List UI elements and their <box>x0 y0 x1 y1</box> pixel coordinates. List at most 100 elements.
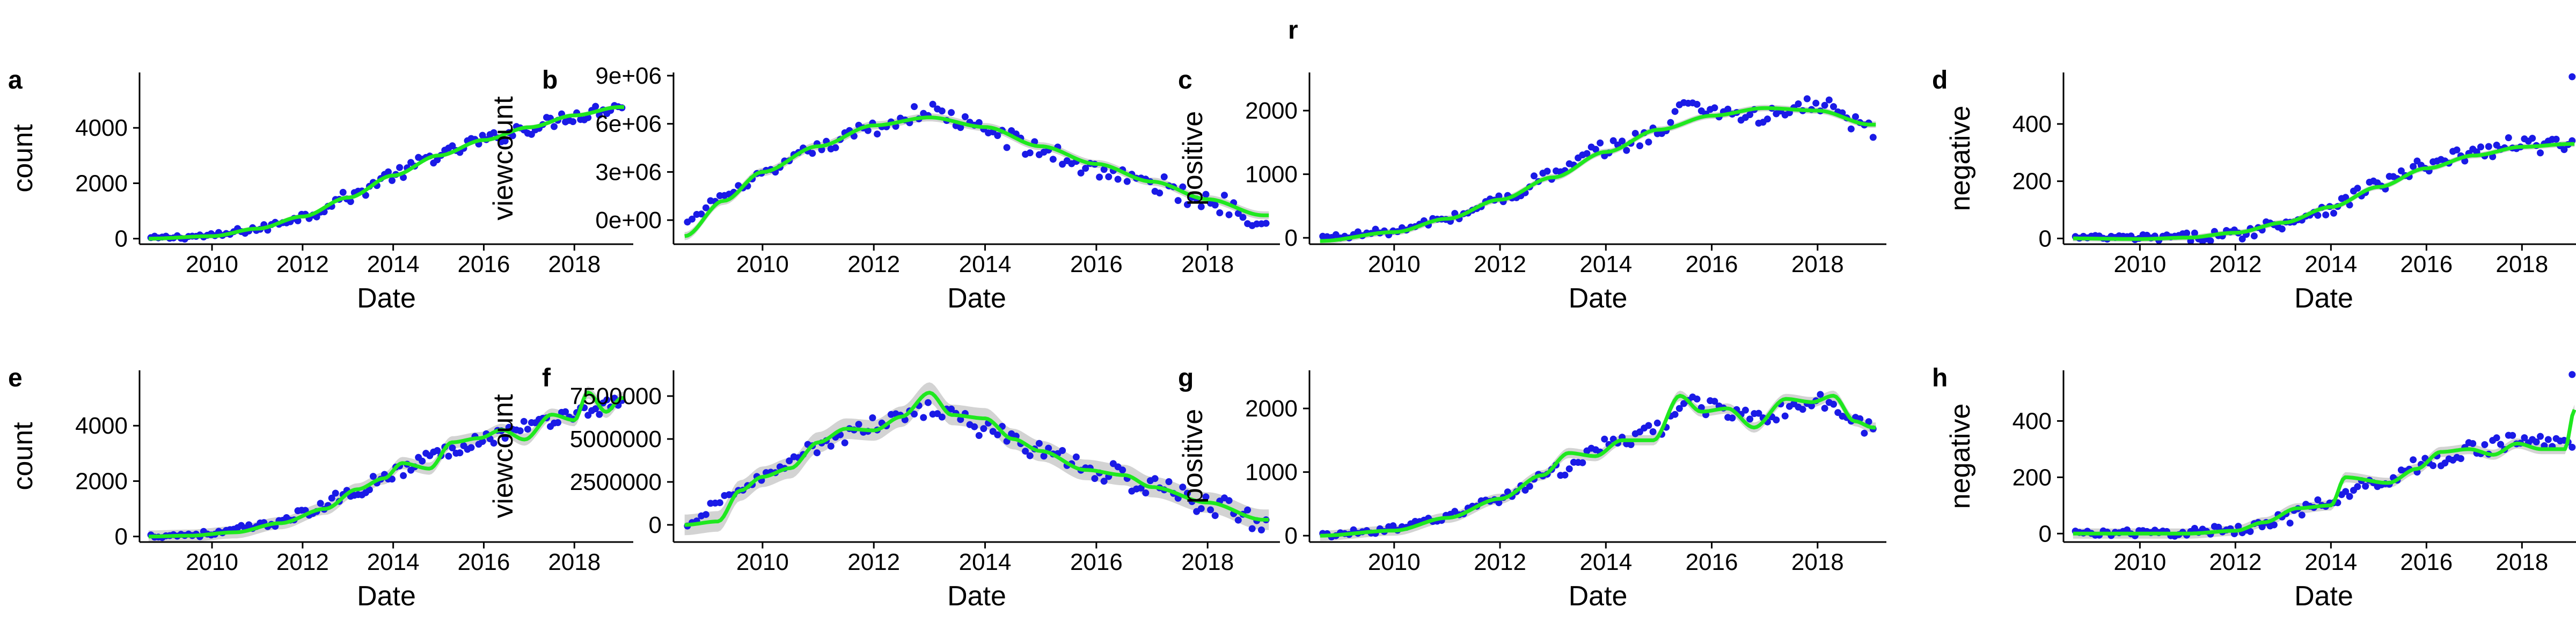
data-point <box>328 494 335 502</box>
figure-label: r <box>1288 16 1298 45</box>
data-point <box>2250 232 2258 240</box>
data-point <box>1035 440 1043 447</box>
x-tick-label: 2014 <box>959 549 1012 575</box>
data-point <box>1631 130 1639 137</box>
data-point <box>1592 145 1599 153</box>
data-point <box>1830 103 1837 111</box>
x-tick-label: 2018 <box>548 549 601 575</box>
data-point <box>520 418 528 425</box>
data-point <box>1693 100 1701 108</box>
data-point <box>1059 447 1066 454</box>
x-tick-label: 2014 <box>1579 251 1632 277</box>
data-point <box>1096 173 1103 181</box>
data-point <box>1239 214 1247 221</box>
data-point <box>1627 441 1635 448</box>
data-point <box>1711 104 1718 112</box>
data-point <box>809 150 816 157</box>
data-point <box>2533 438 2540 445</box>
y-tick-label: 0 <box>1285 225 1298 251</box>
data-point <box>827 442 835 450</box>
data-point <box>980 425 987 433</box>
data-point <box>1565 465 1573 473</box>
data-point <box>516 427 524 435</box>
data-point <box>1207 506 1214 514</box>
data-point <box>1082 165 1089 172</box>
data-point <box>434 447 441 454</box>
data-point <box>2461 157 2469 165</box>
x-tick-label: 2010 <box>1368 251 1421 277</box>
data-point <box>1746 111 1754 119</box>
data-point <box>1049 156 1057 163</box>
panel-a: a 2010 2012 2014 2016 2018 0 2000 4000 Date count <box>8 66 633 314</box>
x-axis-title: Date <box>2294 283 2353 314</box>
y-axis-title: positive <box>1177 409 1209 503</box>
x-axis-title: Date <box>357 283 416 314</box>
y-tick-label: 400 <box>2012 111 2052 137</box>
data-point <box>1022 448 1029 455</box>
x-tick-label: 2018 <box>1791 549 1844 575</box>
data-point <box>2342 488 2350 495</box>
data-point <box>1675 405 1683 412</box>
data-point <box>456 449 464 457</box>
data-point <box>1174 197 1182 204</box>
data-point <box>2497 441 2504 448</box>
data-point <box>1729 414 1736 422</box>
data-point <box>1619 137 1626 145</box>
data-point <box>975 119 983 126</box>
x-tick-label: 2016 <box>2400 549 2453 575</box>
data-point <box>920 414 927 421</box>
data-point <box>389 475 396 483</box>
data-point <box>490 129 497 136</box>
data-point <box>1825 96 1833 104</box>
data-point <box>2552 135 2560 143</box>
data-point <box>2537 149 2544 157</box>
smooth-line <box>684 115 1269 238</box>
data-point <box>2330 209 2337 217</box>
data-point <box>603 396 611 404</box>
x-tick-label: 2014 <box>1579 549 1632 575</box>
data-point <box>1623 147 1630 154</box>
data-point <box>2278 225 2286 233</box>
data-point <box>2314 211 2322 219</box>
data-point <box>554 419 561 426</box>
data-point <box>2568 73 2576 80</box>
data-point <box>698 210 705 218</box>
data-point <box>2509 431 2516 439</box>
data-point <box>1653 419 1661 427</box>
x-tick-label: 2010 <box>186 549 238 575</box>
x-tick-label: 2018 <box>548 251 601 277</box>
data-point <box>961 113 969 120</box>
data-point <box>592 103 599 110</box>
data-point <box>1179 183 1187 191</box>
x-tick-label: 2018 <box>1181 251 1234 277</box>
data-point <box>2286 519 2294 527</box>
data-point <box>1746 415 1754 423</box>
data-point <box>957 416 964 423</box>
data-point <box>1526 482 1533 490</box>
data-point <box>2298 511 2306 519</box>
data-point <box>2342 194 2350 201</box>
x-tick-label: 2010 <box>736 251 789 277</box>
data-point <box>2314 496 2322 503</box>
data-point <box>449 444 456 452</box>
data-point <box>1601 435 1608 443</box>
data-point <box>1451 210 1459 217</box>
data-point <box>1389 522 1397 530</box>
data-point <box>1671 411 1679 418</box>
x-tick-label: 2010 <box>186 251 238 277</box>
data-point <box>1003 144 1011 151</box>
data-point <box>1258 526 1265 533</box>
y-tick-label: 4000 <box>75 413 128 439</box>
data-point <box>1142 489 1150 496</box>
data-point <box>2493 434 2500 442</box>
confidence-band <box>1320 105 1876 244</box>
y-tick-label: 4000 <box>75 115 128 141</box>
y-tick-label: 200 <box>2012 464 2052 491</box>
data-point <box>1248 525 1256 532</box>
data-point <box>957 124 964 131</box>
data-point <box>1160 173 1168 180</box>
data-point <box>1667 119 1674 126</box>
y-tick-label: 3e+06 <box>595 159 662 185</box>
y-tick-label: 0 <box>1285 523 1298 549</box>
